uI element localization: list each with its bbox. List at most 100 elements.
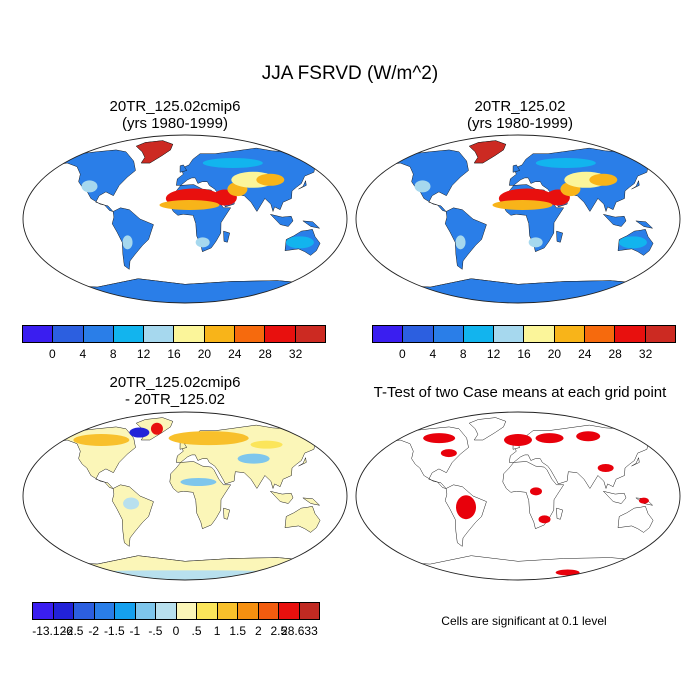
land-uk: [512, 164, 521, 173]
land-africa-diff: [169, 461, 232, 530]
land-nz-diff: [324, 531, 339, 540]
colorbar-tick-label: -13.126: [32, 624, 73, 638]
colorbar-swatch: [524, 326, 555, 342]
andes-region: [455, 235, 466, 250]
land-north-america: [53, 149, 136, 212]
map-frame: [355, 411, 681, 581]
eurasia-north-diff: [168, 431, 249, 446]
land-north-america: [386, 149, 469, 212]
colorbar-tick-label: 12: [486, 347, 501, 361]
panel2-title-line1: 20TR_125.02: [474, 98, 566, 115]
land-africa-ttest: [502, 461, 565, 530]
land-png: [301, 220, 321, 229]
panel1-title: 20TR_125.02cmip6 (yrs 1980-1999): [30, 98, 320, 132]
panel3-title: 20TR_125.02cmip6 - 20TR_125.02: [30, 374, 320, 408]
land-indonesia-ttest: [602, 490, 627, 504]
sahel-region: [159, 200, 220, 210]
colorbar-swatch: [156, 603, 177, 619]
map-panel-3: [22, 411, 348, 581]
land-madagascar: [556, 230, 563, 243]
colorbar-swatch: [238, 603, 259, 619]
land-japan-ttest: [631, 456, 640, 467]
land-png-diff: [301, 497, 321, 506]
map-content: [383, 417, 672, 580]
sig-canada: [423, 433, 456, 444]
australia-interior: [285, 236, 314, 249]
colorbar-swatch: [23, 326, 54, 342]
colorbar-swatch: [176, 603, 197, 619]
map-panel-1: [22, 134, 348, 304]
us-southwest-region: [81, 180, 98, 193]
colorbar-swatch: [83, 326, 114, 342]
colorbar-tick-label: 1.5: [229, 624, 247, 638]
canada-diff: [73, 434, 130, 446]
map-frame: [22, 134, 348, 304]
colorbar-swatch: [373, 326, 404, 342]
land-antarctica-ttest: [383, 555, 653, 580]
sig-siberia: [576, 431, 601, 442]
land-greenland-ttest: [468, 417, 507, 441]
colorbar-swatch: [279, 603, 300, 619]
greenland-fill: [468, 140, 507, 164]
colorbar-panel-1: [22, 325, 326, 343]
colorbar-tick-label: 2.5: [270, 624, 288, 638]
antarctica-fill: [50, 278, 320, 303]
panel2-title: 20TR_125.02 (yrs 1980-1999): [375, 98, 665, 132]
land-australia-ttest: [617, 506, 654, 533]
map-frame: [22, 411, 348, 581]
antarctica-interior-diff: [23, 570, 347, 580]
colorbar-swatch: [433, 326, 464, 342]
map-content: [383, 140, 672, 303]
colorbar-tick-label: 8: [109, 347, 117, 361]
land-nz: [657, 254, 672, 263]
colorbar-swatch: [217, 603, 238, 619]
panel2-title-line2: (yrs 1980-1999): [467, 115, 573, 132]
siberia-region: [535, 158, 596, 168]
sig-great-lakes: [440, 449, 457, 458]
kalahari-region: [528, 237, 543, 248]
colorbar-swatch: [615, 326, 646, 342]
land-indonesia: [269, 213, 294, 227]
colorbar-labels-panel-2: 0 4 8 12 16 20 24 28 32: [372, 347, 676, 361]
map-frame: [355, 134, 681, 304]
colorbar-swatch: [135, 603, 156, 619]
sig-east-asia: [597, 464, 614, 472]
land-indonesia: [602, 213, 627, 227]
colorbar-swatch: [463, 326, 495, 342]
land-south-america: [444, 207, 487, 270]
colorbar-tick-label: 0: [399, 347, 406, 361]
antarctica-fill: [383, 278, 653, 303]
colorbar-swatch: [554, 326, 586, 342]
colorbar-panel-3: [32, 602, 320, 620]
land-japan-diff: [298, 456, 307, 467]
colorbar-swatch: [94, 603, 115, 619]
colorbar-tick-label: 28.633: [281, 624, 318, 638]
sig-maritime: [638, 497, 649, 504]
colorbar-swatch: [74, 603, 95, 619]
colorbar-tick-label: -.5: [148, 624, 163, 638]
land-indonesia-diff: [269, 490, 294, 504]
colorbar-swatch: [115, 603, 136, 619]
colorbar-panel-2: [372, 325, 676, 343]
sig-south-america: [456, 495, 477, 520]
amazon-diff: [123, 497, 140, 510]
colorbar-tick-label: 0: [172, 624, 180, 638]
kalahari-region: [195, 237, 210, 248]
colorbar-swatch: [645, 326, 675, 342]
map-panel-2: [355, 134, 681, 304]
australia-interior: [618, 236, 647, 249]
greenland-edge-diff: [129, 427, 150, 438]
colorbar-tick-label: 16: [517, 347, 531, 361]
colorbar-swatch: [258, 603, 279, 619]
panel1-title-line1: 20TR_125.02cmip6: [109, 98, 241, 115]
land-japan: [298, 179, 307, 190]
panel3-title-line2: - 20TR_125.02: [124, 391, 226, 408]
colorbar-swatch: [53, 326, 84, 342]
colorbar-tick-label: -1: [129, 624, 141, 638]
colorbar-swatch: [204, 326, 236, 342]
colorbar-tick-label: 20: [547, 347, 562, 361]
colorbar-tick-label: .5: [191, 624, 202, 638]
colorbar-swatch: [235, 326, 266, 342]
sig-russia: [535, 433, 564, 444]
panel1-title-line2: (yrs 1980-1999): [122, 115, 228, 132]
